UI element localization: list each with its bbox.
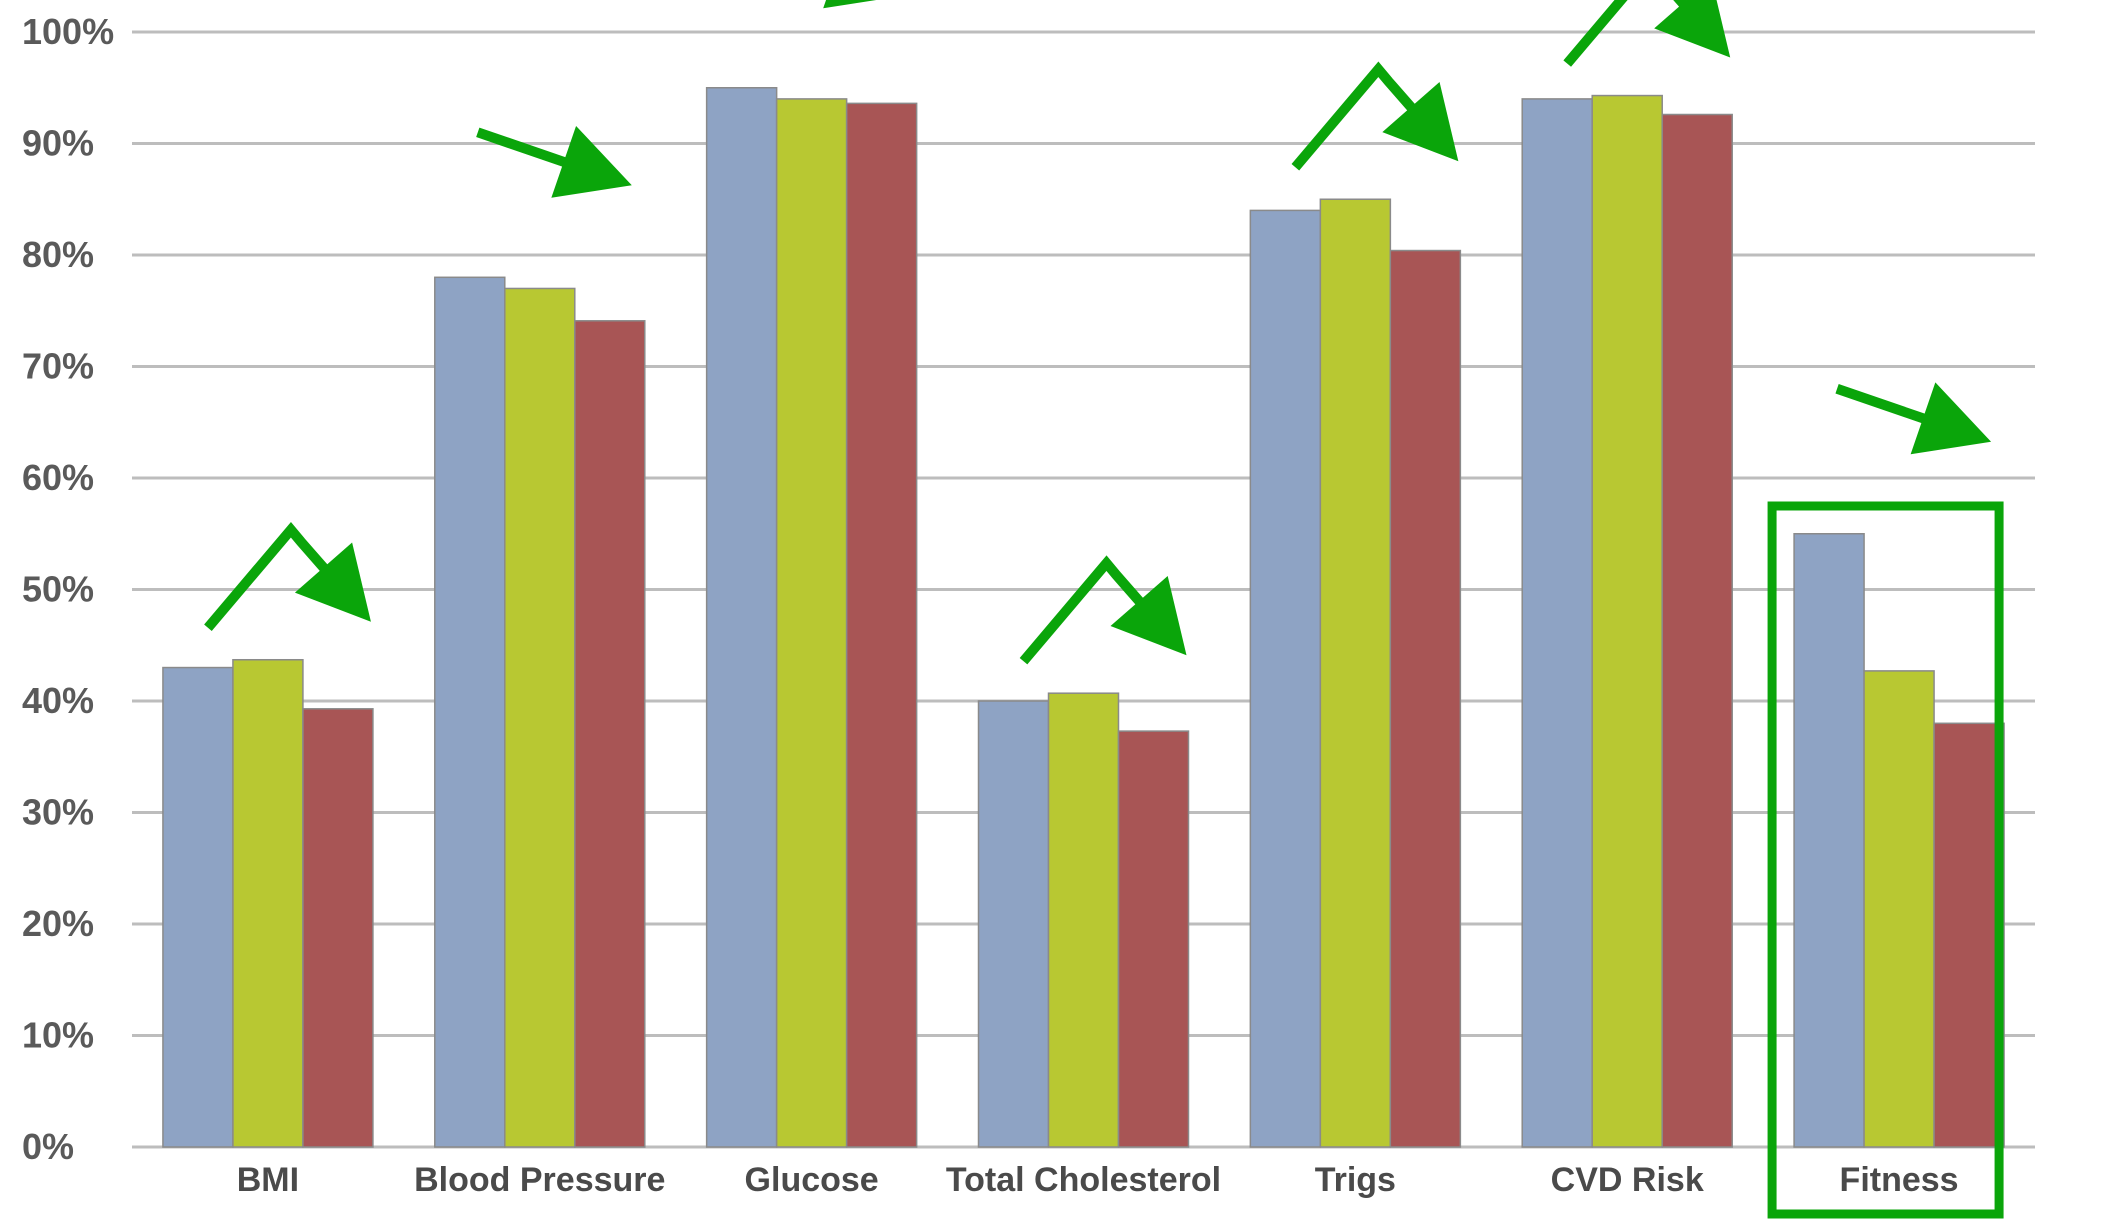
arrow-head bbox=[1382, 82, 1459, 162]
arrow-up-then-down bbox=[1019, 555, 1187, 665]
y-tick-label: 0% bbox=[22, 1126, 74, 1167]
arrow-head bbox=[294, 542, 371, 622]
bar bbox=[705, 87, 778, 1148]
bar bbox=[1319, 198, 1392, 1148]
bar bbox=[845, 102, 918, 1148]
x-tick-label: Total Cholesterol bbox=[946, 1161, 1221, 1199]
bar bbox=[775, 98, 848, 1148]
arrow-head bbox=[823, 0, 877, 9]
x-tick-label: Blood Pressure bbox=[414, 1161, 665, 1199]
y-tick-label: 90% bbox=[22, 123, 94, 164]
y-tick-label: 10% bbox=[22, 1015, 94, 1056]
y-tick-label: 30% bbox=[22, 792, 94, 833]
y-tick-label: 40% bbox=[22, 680, 94, 721]
bar bbox=[1591, 94, 1663, 1148]
bar bbox=[434, 276, 506, 1148]
y-tick-label: 80% bbox=[22, 234, 94, 275]
arrow-down bbox=[823, 0, 877, 9]
highlight-box bbox=[1767, 501, 2004, 1219]
bars bbox=[162, 87, 2005, 1148]
arrow-up-then-down bbox=[204, 521, 371, 631]
bar bbox=[1863, 670, 1935, 1148]
arrow-head bbox=[1654, 0, 1731, 58]
bar bbox=[232, 658, 304, 1148]
x-tick-label: BMI bbox=[237, 1161, 299, 1199]
bar bbox=[302, 708, 374, 1148]
bar bbox=[1793, 533, 1865, 1148]
y-tick-label: 20% bbox=[22, 903, 94, 944]
y-tick-label: 50% bbox=[22, 569, 94, 610]
y-tick-label: 70% bbox=[22, 346, 94, 387]
bar bbox=[1521, 98, 1593, 1148]
bar bbox=[1047, 692, 1120, 1148]
arrow-shaft bbox=[1019, 555, 1147, 665]
arrow-shaft bbox=[476, 127, 572, 169]
x-tick-label: CVD Risk bbox=[1551, 1161, 1704, 1199]
bar bbox=[1661, 113, 1733, 1148]
arrow-up-then-down bbox=[1563, 0, 1731, 67]
x-tick-label: Glucose bbox=[745, 1161, 879, 1199]
y-tick-label: 100% bbox=[22, 11, 114, 52]
arrow-shaft bbox=[204, 521, 332, 631]
x-tick-label: Trigs bbox=[1315, 1161, 1396, 1199]
bar bbox=[1249, 209, 1322, 1148]
annotations bbox=[204, 0, 2004, 1219]
arrow-shaft bbox=[1291, 61, 1419, 171]
arrow-up-then-down bbox=[1291, 61, 1459, 171]
arrow-down bbox=[1835, 382, 1992, 455]
x-tick-label: Fitness bbox=[1840, 1161, 1959, 1199]
arrow-head bbox=[551, 125, 632, 198]
bar bbox=[504, 287, 576, 1148]
bar bbox=[1933, 722, 2005, 1148]
bar bbox=[1389, 249, 1462, 1148]
arrow-down bbox=[476, 125, 632, 198]
x-axis-ticks: BMI Blood Pressure Glucose Total Cholestero… bbox=[237, 1161, 1959, 1199]
arrow-head bbox=[1910, 382, 1992, 455]
y-axis-ticks: 0% 10% 20% 30% 40% 50% 60% 70% 80% 90% 100% bbox=[22, 11, 114, 1167]
bar bbox=[162, 666, 234, 1148]
bar bbox=[574, 320, 646, 1148]
arrow-shaft bbox=[1563, 0, 1691, 67]
bar bbox=[1117, 730, 1190, 1148]
y-tick-label: 60% bbox=[22, 457, 94, 498]
bar bbox=[977, 700, 1050, 1148]
arrow-head bbox=[1110, 575, 1187, 656]
arrow-shaft bbox=[1835, 384, 1931, 425]
